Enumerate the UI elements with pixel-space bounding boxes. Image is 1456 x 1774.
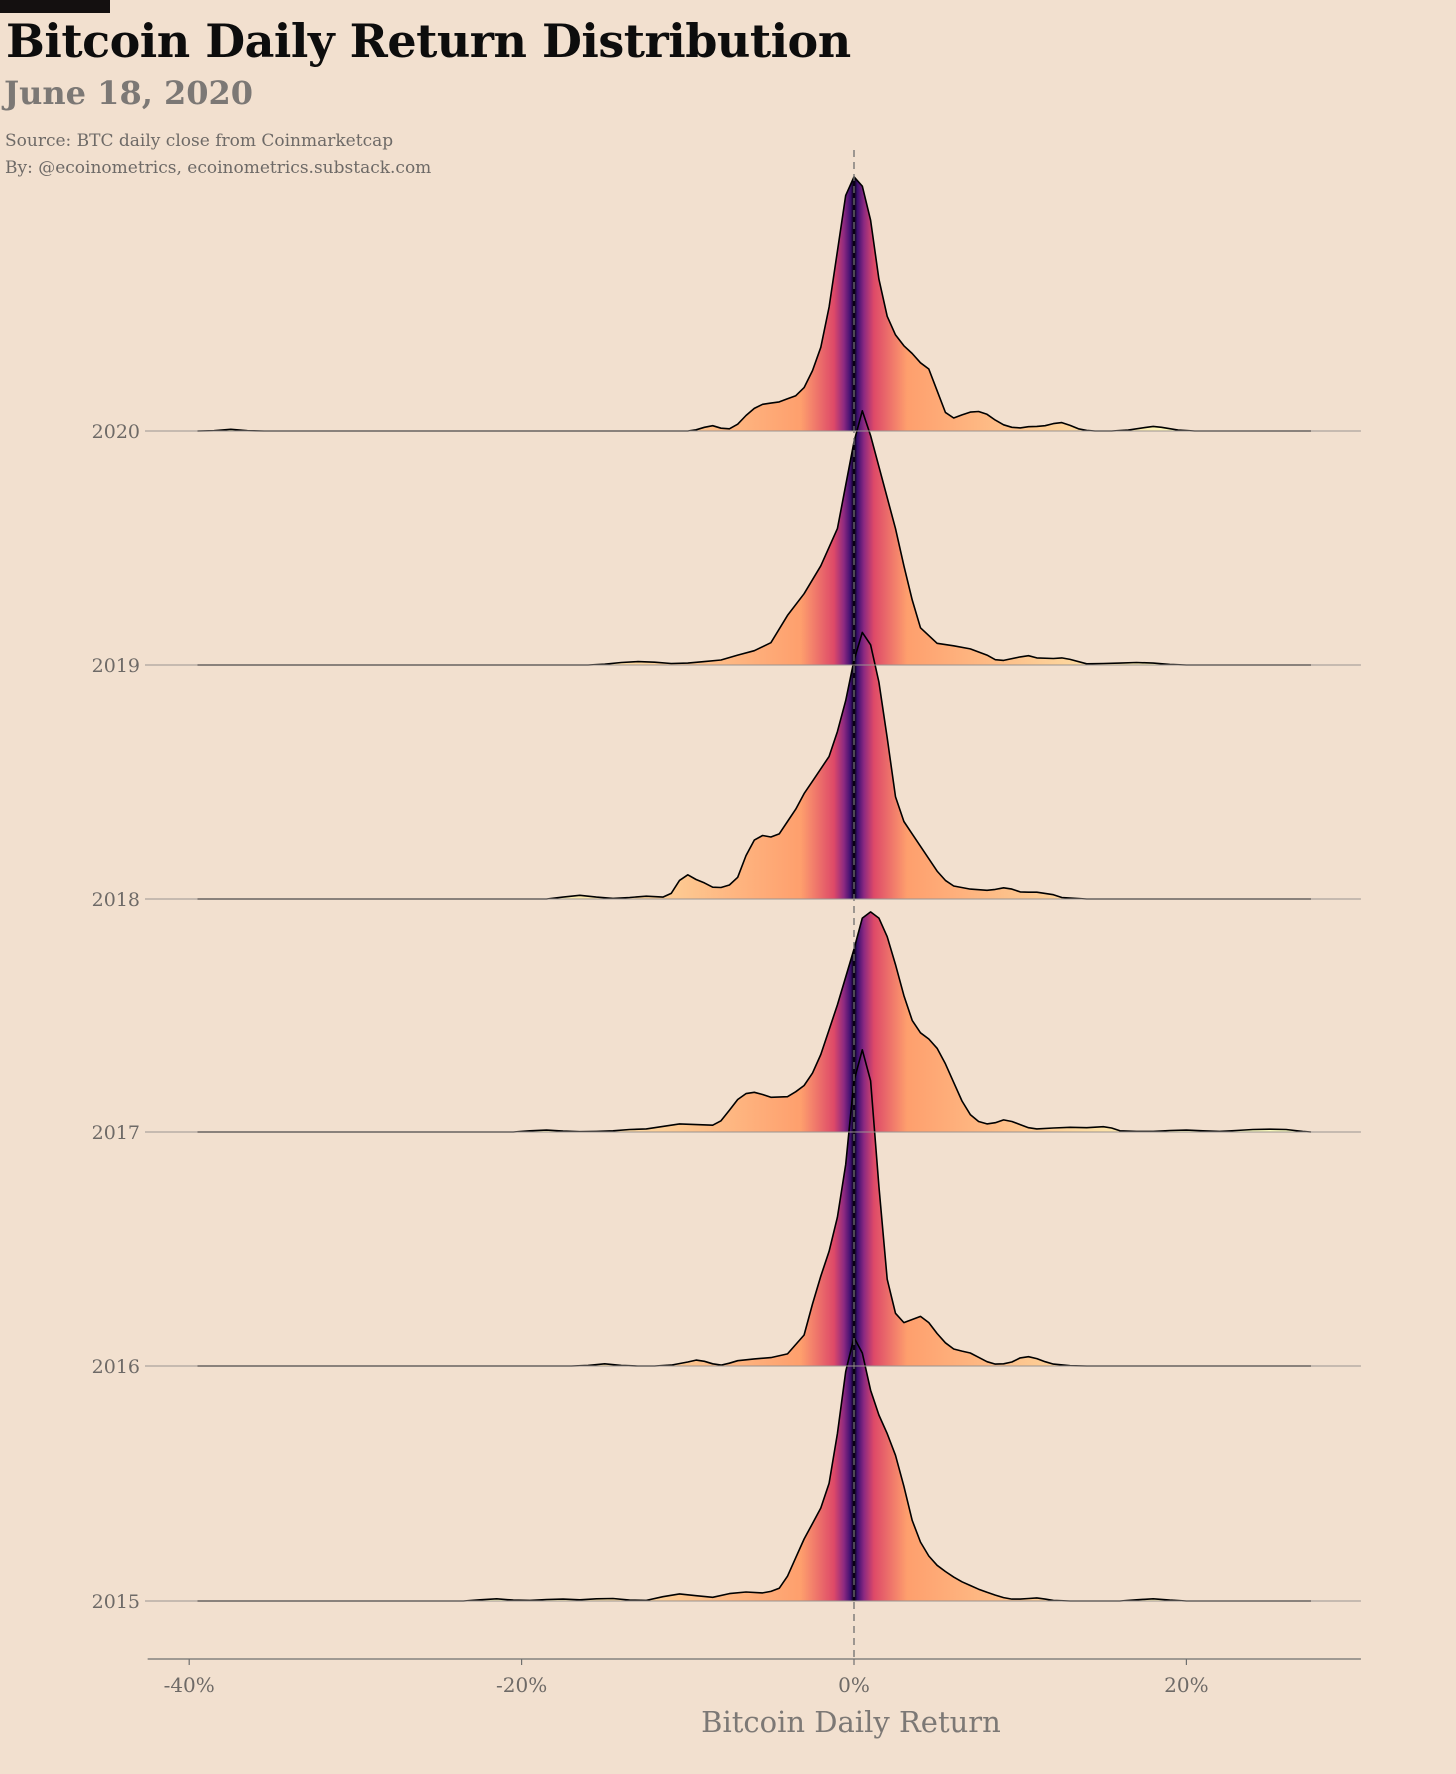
ridge-fill-2019 [197,410,1311,665]
x-tick-label: 0% [838,1673,870,1697]
y-tick-label-2018: 2018 [92,889,140,911]
y-tick-label-2017: 2017 [92,1122,140,1144]
byline-caption: By: @ecoinometrics, ecoinometrics.substa… [5,158,432,178]
y-tick-label-2015: 2015 [92,1591,140,1613]
x-tick-label: 20% [1164,1673,1208,1697]
top-accent-bar [0,0,110,13]
ridge-fill-2020 [197,176,1311,431]
chart-date: June 18, 2020 [4,74,254,112]
ridge-outline-2020 [197,176,1311,432]
ridge-outline-2019 [197,410,1311,666]
ridge-outline-2018 [197,631,1311,900]
chart-title: Bitcoin Daily Return Distribution [6,14,851,68]
y-tick-label-2016: 2016 [92,1356,140,1378]
x-tick-label: -40% [164,1673,215,1697]
x-axis-title: Bitcoin Daily Return [701,1705,1001,1739]
x-tick-label: -20% [496,1673,547,1697]
source-caption: Source: BTC daily close from Coinmarketc… [5,131,394,151]
ridge-fill-2015 [197,1337,1311,1601]
y-tick-label-2020: 2020 [92,421,140,443]
ridge-outline-2016 [197,1049,1311,1367]
ridges-group [197,176,1312,1602]
ridge-outline-2017 [197,911,1312,1133]
y-tick-label-2019: 2019 [92,655,140,677]
ridge-outline-2015 [197,1336,1311,1602]
ridge-fill-2018 [197,632,1311,899]
ridge-fill-2017 [197,911,1311,1132]
axes-group: 2020 2019 2018 2017 2016 2015 -40% -20% 0% 20% Bit… [92,150,1361,1739]
